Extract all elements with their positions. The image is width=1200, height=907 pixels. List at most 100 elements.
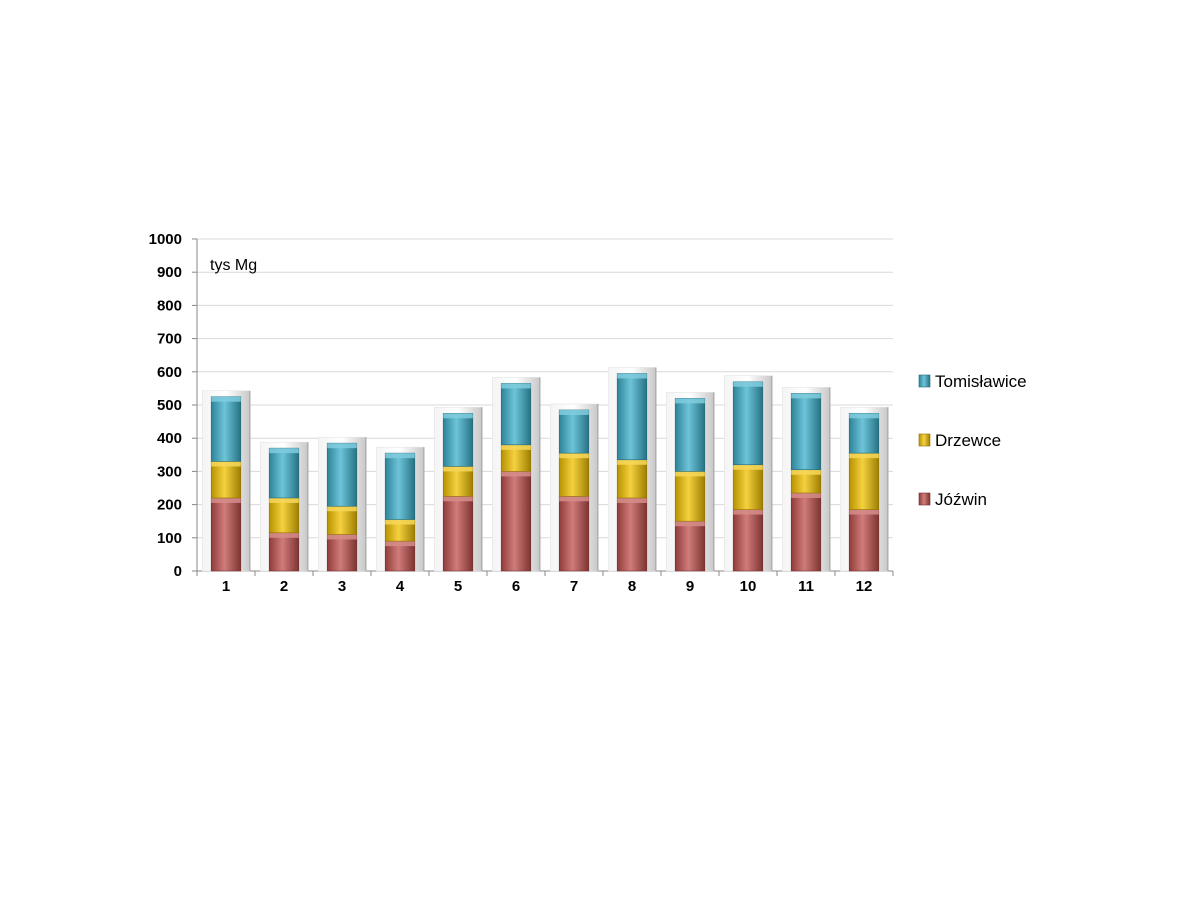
bar-segment — [616, 459, 648, 499]
legend-swatch — [918, 433, 931, 447]
bar-segment-top — [733, 464, 763, 470]
axes — [192, 238, 894, 576]
x-tick-label: 6 — [512, 578, 520, 595]
legend-swatch — [918, 492, 931, 506]
legend-label: Drzewce — [935, 431, 1001, 450]
bar-segment-top — [327, 443, 357, 449]
bar-segment — [210, 497, 242, 572]
legend-label: Jóźwin — [935, 490, 987, 509]
x-tick-label: 11 — [798, 578, 814, 595]
bar-segment — [674, 398, 706, 472]
gridlines — [197, 238, 893, 539]
bar-segment-top — [849, 413, 879, 419]
legend-swatch — [918, 374, 931, 388]
bar-segment — [384, 452, 416, 520]
bar-segment-top — [211, 497, 241, 503]
bar-segment — [674, 520, 706, 572]
bar-segment-top — [211, 396, 241, 402]
bar-segment-top — [501, 383, 531, 389]
bar-segment-top — [559, 453, 589, 459]
bar-segment — [442, 412, 474, 467]
bars — [201, 367, 889, 572]
bar-segment — [268, 532, 300, 572]
x-tick-label: 5 — [454, 578, 462, 595]
legend: Tomisławice Drzewce Jóźwin — [918, 372, 1027, 509]
y-tick-label: 1000 — [149, 231, 182, 248]
y-tick-label: 700 — [157, 331, 182, 348]
bar-segment-top — [617, 459, 647, 465]
bar-segment — [732, 509, 764, 572]
bar-segment — [326, 534, 358, 572]
bar-segment — [848, 509, 880, 572]
x-tick-label: 7 — [570, 578, 578, 595]
unit-label: tys Mg — [210, 257, 257, 274]
bar-segment — [616, 497, 648, 572]
bar-segment-top — [559, 409, 589, 415]
bar-segment-top — [849, 509, 879, 515]
bar-segment-top — [733, 381, 763, 387]
bar-segment-top — [675, 398, 705, 404]
bar-segment — [790, 393, 822, 471]
bar-segment-top — [443, 496, 473, 502]
bar-segment-top — [443, 466, 473, 472]
bar-segment — [848, 452, 880, 510]
y-tick-label: 900 — [157, 264, 182, 281]
bar-segment-top — [269, 448, 299, 454]
bar-segment-top — [501, 444, 531, 450]
bar-segment-top — [791, 492, 821, 498]
y-tick-label: 200 — [157, 497, 182, 514]
bar-segment-top — [675, 521, 705, 527]
bar-segment — [558, 495, 590, 572]
bar-segment-top — [443, 413, 473, 419]
legend-label: Tomisławice — [935, 372, 1027, 391]
bar-segment — [500, 471, 532, 572]
x-tick-label: 9 — [686, 578, 694, 595]
bar-segment-top — [501, 471, 531, 477]
y-tick-label: 0 — [174, 563, 182, 580]
bar-segment-top — [327, 534, 357, 540]
bar-segment — [732, 381, 764, 466]
y-tick-label: 600 — [157, 364, 182, 381]
x-tick-label: 10 — [740, 578, 757, 595]
bar-segment-top — [385, 519, 415, 525]
bar-segment — [558, 409, 590, 454]
bar-segment — [732, 464, 764, 510]
bar-segment — [500, 383, 532, 446]
x-tick-label: 1 — [222, 578, 230, 595]
x-tick-label: 8 — [628, 578, 636, 595]
bar-segment-top — [791, 393, 821, 399]
bar-segment-top — [211, 461, 241, 467]
bar-segment-top — [733, 509, 763, 515]
bar-segment — [674, 471, 706, 522]
bar-segment — [210, 461, 242, 499]
bar-segment-top — [617, 373, 647, 379]
y-tick-label: 400 — [157, 430, 182, 447]
bar-segment-top — [385, 453, 415, 459]
bar-segment-top — [385, 541, 415, 547]
y-tick-label: 100 — [157, 530, 182, 547]
bar-segment-top — [675, 471, 705, 477]
y-tick-label: 800 — [157, 297, 182, 314]
y-tick-label: 500 — [157, 397, 182, 414]
y-tick-label: 300 — [157, 463, 182, 480]
x-tick-label: 3 — [338, 578, 346, 595]
bar-segment-top — [617, 497, 647, 503]
bar-segment-top — [849, 453, 879, 459]
x-tick-label: 2 — [280, 578, 288, 595]
bar-segment — [268, 447, 300, 499]
bar-segment-top — [559, 496, 589, 502]
bar-segment — [442, 495, 474, 572]
bar-segment — [616, 373, 648, 461]
bar-segment — [790, 492, 822, 572]
bar-segment-top — [269, 532, 299, 538]
bar-segment-top — [269, 497, 299, 503]
x-tick-label: 4 — [396, 578, 405, 595]
bar-segment — [268, 497, 300, 534]
bar-segment — [210, 396, 242, 462]
bar-segment — [848, 412, 880, 454]
bar-segment-top — [327, 506, 357, 512]
x-tick-label: 12 — [856, 578, 873, 595]
